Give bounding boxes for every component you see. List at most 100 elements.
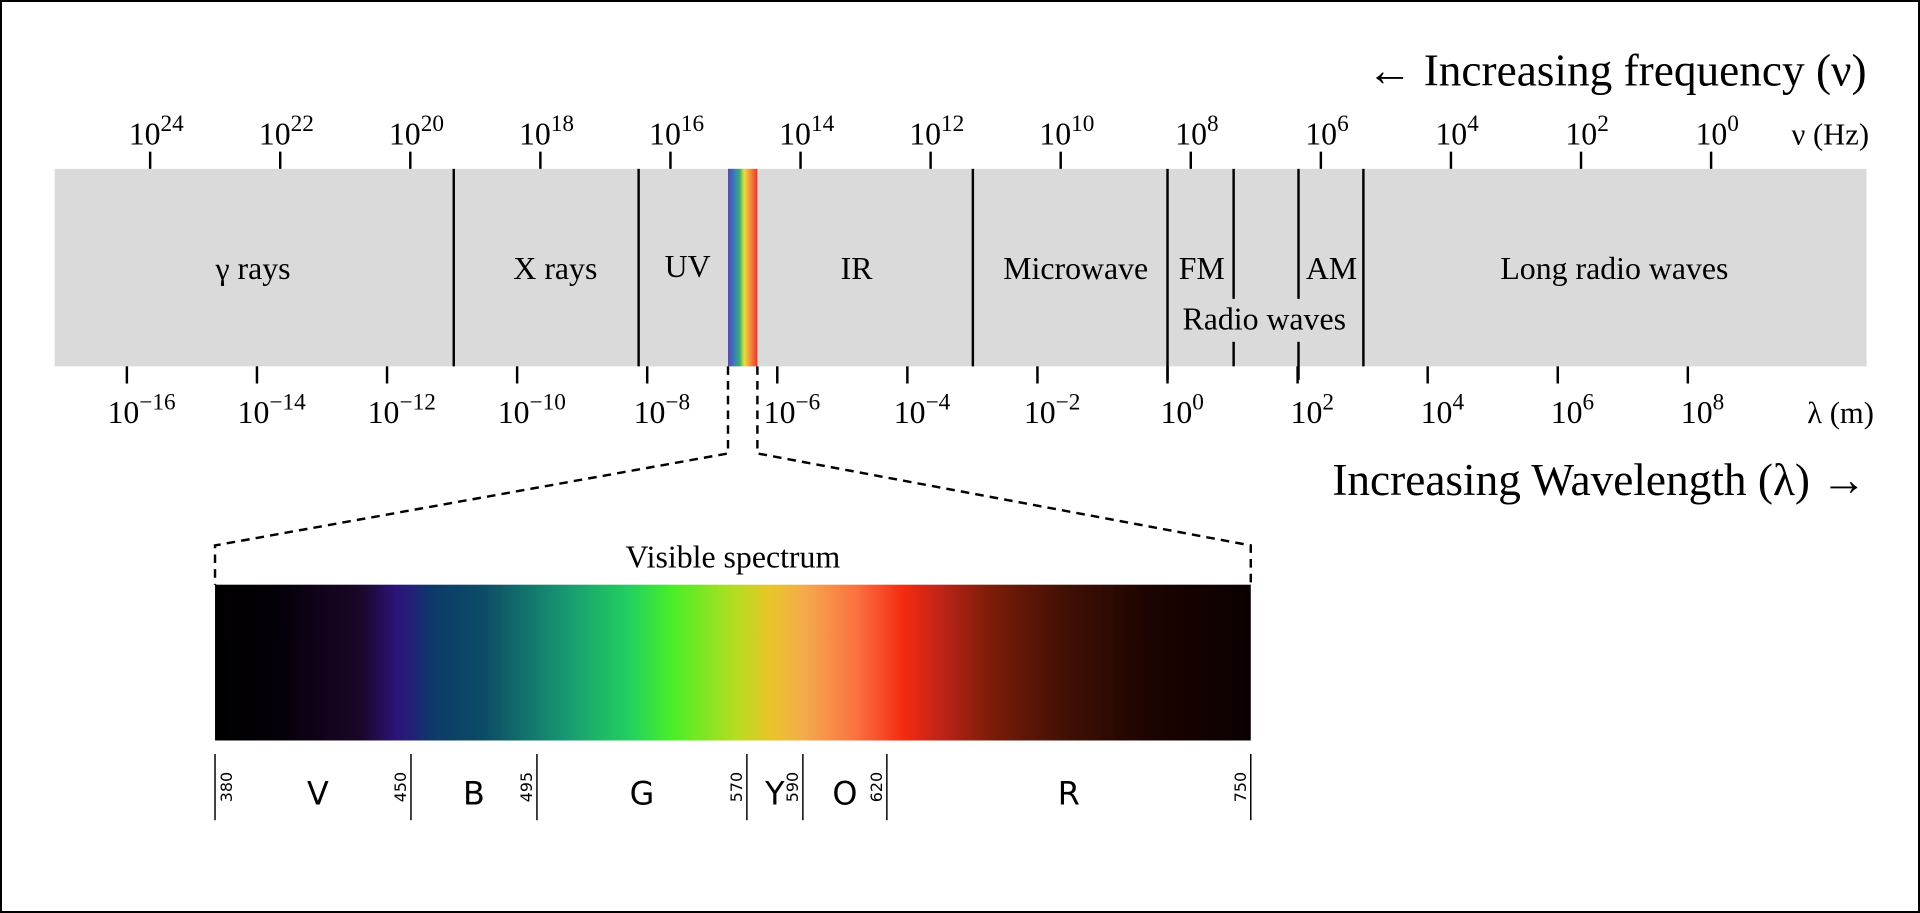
wavelength-tick-label: 102 xyxy=(1291,389,1334,430)
tick-base: 10 xyxy=(1305,116,1337,151)
visible-band-letter: O xyxy=(832,774,857,812)
zoom-line-right xyxy=(756,366,1252,585)
tick-base: 10 xyxy=(764,395,796,430)
wavelength-tick-label: 10−14 xyxy=(238,389,307,430)
visible-boundary-label: 495 xyxy=(517,772,536,802)
frequency-tick-label: 1016 xyxy=(649,111,704,152)
region-long-radio-waves: Long radio waves xyxy=(1500,251,1728,286)
frequency-tick-label: 1018 xyxy=(519,111,574,152)
region-fm: FM xyxy=(1179,251,1225,286)
tick-exponent: 12 xyxy=(941,111,964,137)
tick-exponent: −12 xyxy=(399,389,435,415)
tick-base: 10 xyxy=(1435,116,1467,151)
visible-spectrum-bar xyxy=(215,584,1251,741)
tick-base: 10 xyxy=(1175,116,1207,151)
frequency-unit-label: ν (Hz) xyxy=(1791,117,1869,151)
region-microwave: Microwave xyxy=(1003,251,1148,286)
frequency-tick-label: 100 xyxy=(1695,111,1738,152)
visible-boundary-label: 570 xyxy=(727,772,746,802)
visible-boundary-label: 380 xyxy=(217,772,236,802)
tick-exponent: −8 xyxy=(665,389,690,415)
wavelength-tick-label: 10−4 xyxy=(894,389,951,430)
tick-base: 10 xyxy=(1291,395,1323,430)
frequency-tick-label: 1024 xyxy=(129,111,184,152)
frequency-tick-label: 108 xyxy=(1175,111,1218,152)
tick-exponent: −4 xyxy=(926,389,951,415)
tick-base: 10 xyxy=(909,116,941,151)
tick-exponent: 4 xyxy=(1452,389,1464,415)
tick-base: 10 xyxy=(1695,116,1727,151)
wavelength-tick-label: 10−10 xyxy=(498,389,566,430)
tick-base: 10 xyxy=(519,116,551,151)
visible-boundary-label: 590 xyxy=(783,772,802,802)
tick-exponent: −2 xyxy=(1056,389,1081,415)
visible-band-letter: B xyxy=(463,774,485,812)
tick-base: 10 xyxy=(1024,395,1056,430)
tick-exponent: 20 xyxy=(421,111,444,137)
tick-base: 10 xyxy=(389,116,421,151)
wavelength-tick-label: 10−6 xyxy=(764,389,821,430)
tick-base: 10 xyxy=(634,395,666,430)
frequency-tick-label: 104 xyxy=(1435,111,1479,152)
tick-base: 10 xyxy=(129,116,161,151)
wavelength-axis: 10−16 10−14 10−12 10−10 10−8 10−6 10−4 10−2 100 1… xyxy=(107,366,1724,430)
spectrum-band xyxy=(54,168,1867,367)
frequency-axis: 1024 1022 1020 1018 1016 1014 1012 1010 108 106 10… xyxy=(129,111,1739,169)
frequency-tick-label: 1020 xyxy=(389,111,444,152)
frequency-tick-label: 102 xyxy=(1565,111,1608,152)
frequency-direction-label: ← Increasing frequency (ν) xyxy=(1367,45,1866,95)
tick-exponent: 2 xyxy=(1322,389,1334,415)
wavelength-tick-label: 10−8 xyxy=(634,389,691,430)
visible-boundary-label: 750 xyxy=(1231,772,1250,802)
visible-band-letter: Y xyxy=(764,774,785,812)
tick-base: 10 xyxy=(1551,395,1583,430)
frequency-tick-label: 1022 xyxy=(259,111,314,152)
wavelength-tick-label: 10−2 xyxy=(1024,389,1081,430)
frequency-tick-label: 106 xyxy=(1305,111,1348,152)
region-radio-waves: Radio waves xyxy=(1182,302,1346,337)
tick-exponent: 0 xyxy=(1192,389,1204,415)
tick-base: 10 xyxy=(649,116,681,151)
wavelength-tick-label: 100 xyxy=(1160,389,1203,430)
wavelength-tick-label: 108 xyxy=(1681,389,1724,430)
tick-exponent: −6 xyxy=(796,389,821,415)
wavelength-tick-label: 104 xyxy=(1421,389,1465,430)
frequency-tick-label: 1010 xyxy=(1039,111,1094,152)
visible-boundary-label: 450 xyxy=(391,772,410,802)
region-x-rays: X rays xyxy=(513,251,597,286)
region-uv: UV xyxy=(665,249,711,284)
tick-base: 10 xyxy=(238,395,270,430)
tick-base: 10 xyxy=(259,116,291,151)
visible-spectrum-title: Visible spectrum xyxy=(626,539,841,574)
tick-exponent: 2 xyxy=(1597,111,1609,137)
tick-base: 10 xyxy=(894,395,926,430)
tick-base: 10 xyxy=(1565,116,1597,151)
tick-base: 10 xyxy=(107,395,139,430)
tick-exponent: 4 xyxy=(1467,111,1479,137)
frequency-tick-label: 1012 xyxy=(909,111,964,152)
wavelength-tick-label: 10−12 xyxy=(368,389,436,430)
visible-band-letter: G xyxy=(630,774,655,812)
tick-exponent: −10 xyxy=(530,389,566,415)
tick-exponent: 14 xyxy=(811,111,835,137)
visible-boundary-label: 620 xyxy=(867,772,886,802)
tick-base: 10 xyxy=(1160,395,1192,430)
tick-exponent: 0 xyxy=(1727,111,1739,137)
tick-exponent: 24 xyxy=(161,111,185,137)
region-gamma-rays: γ rays xyxy=(214,251,290,286)
tick-exponent: 18 xyxy=(551,111,574,137)
tick-exponent: 16 xyxy=(681,111,704,137)
tick-base: 10 xyxy=(1039,116,1071,151)
tick-exponent: −16 xyxy=(139,389,175,415)
tick-exponent: 8 xyxy=(1207,111,1219,137)
tick-base: 10 xyxy=(779,116,811,151)
tick-base: 10 xyxy=(1681,395,1713,430)
tick-exponent: 10 xyxy=(1071,111,1094,137)
wavelength-tick-label: 106 xyxy=(1551,389,1594,430)
frequency-tick-label: 1014 xyxy=(779,111,834,152)
region-ir: IR xyxy=(841,251,874,286)
region-am: AM xyxy=(1306,251,1357,286)
tick-exponent: 6 xyxy=(1337,111,1349,137)
wavelength-tick-label: 10−16 xyxy=(107,389,175,430)
